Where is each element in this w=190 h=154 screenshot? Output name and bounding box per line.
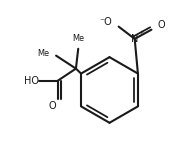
Text: +: + — [139, 30, 144, 35]
Text: Me: Me — [72, 34, 84, 43]
Text: N: N — [131, 34, 138, 44]
Text: ⁻O: ⁻O — [100, 17, 112, 27]
Text: Me: Me — [37, 49, 49, 58]
Text: O: O — [48, 101, 56, 111]
Text: HO: HO — [24, 76, 39, 86]
Text: O: O — [158, 20, 165, 30]
